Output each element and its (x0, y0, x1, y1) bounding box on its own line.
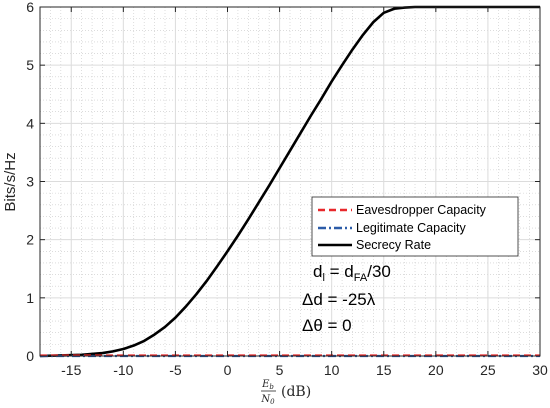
y-tick-label: 6 (26, 0, 34, 15)
legend-label-eavesdropper: Eavesdropper Capacity (356, 203, 487, 217)
annotations: dl = dFA/30 Δd = -25λ Δθ = 0 (302, 262, 391, 335)
y-tick-label: 1 (26, 290, 34, 306)
y-axis-label: Bits/s/Hz (2, 152, 19, 211)
annotation-distance-ratio: dl = dFA/30 (313, 262, 391, 284)
y-tick-label: 3 (26, 174, 34, 190)
legend: Eavesdropper Capacity Legitimate Capacit… (311, 196, 519, 257)
legend-label-legitimate: Legitimate Capacity (356, 221, 467, 235)
x-tick-label: 30 (532, 362, 548, 378)
y-axis-ticks: 0 1 2 3 4 5 6 (26, 0, 540, 364)
x-axis-ticks: -15 -10 -5 0 5 10 15 20 25 30 (61, 7, 548, 378)
x-tick-label: 10 (324, 362, 340, 378)
y-tick-label: 2 (26, 232, 34, 248)
x-tick-label: -15 (61, 362, 81, 378)
x-axis-label-unit: (dB) (281, 384, 311, 400)
x-axis-label: Eb N0 (dB) (260, 379, 311, 406)
series-line-secrecy-rate (39, 5, 540, 358)
annotation-delta-d: Δd = -25λ (302, 290, 376, 309)
x-tick-label: 20 (428, 362, 444, 378)
x-tick-label: 5 (276, 362, 284, 378)
legend-label-secrecy: Secrecy Rate (356, 238, 431, 252)
x-axis-label-denominator: N0 (260, 394, 275, 406)
y-tick-label: 5 (26, 57, 34, 73)
y-tick-label: 4 (26, 115, 34, 131)
x-axis-label-numerator: Eb (261, 379, 274, 391)
x-tick-label: -5 (169, 362, 182, 378)
x-tick-label: 15 (376, 362, 392, 378)
x-tick-label: 0 (224, 362, 232, 378)
y-tick-label: 0 (26, 348, 34, 364)
x-tick-label: -10 (113, 362, 133, 378)
x-tick-label: 25 (480, 362, 496, 378)
annotation-delta-theta: Δθ = 0 (302, 316, 352, 335)
